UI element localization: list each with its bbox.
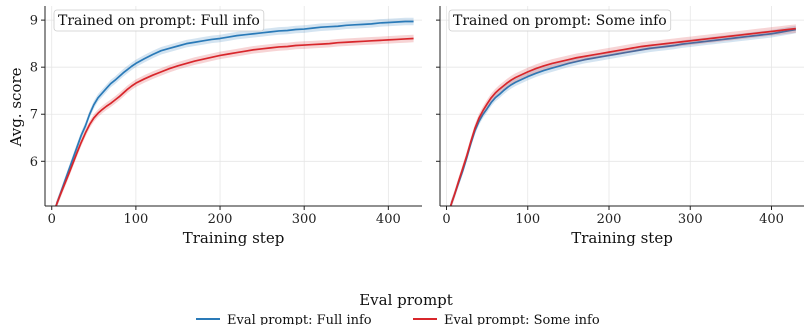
y-tick-label: 6 (30, 155, 38, 170)
series-band-full-info (55, 17, 414, 206)
legend-entry-some-info: Eval prompt: Some info (444, 313, 600, 325)
series-band-full-info (450, 25, 796, 206)
x-tick-label: 300 (292, 212, 317, 227)
panel-full-info: 0 100 200 300 400 6 7 8 9 Training step Trained on… (30, 6, 422, 247)
x-tick-label: 0 (48, 212, 56, 227)
x-tick-label: 400 (759, 212, 784, 227)
x-tick-label: 200 (208, 212, 233, 227)
series-band-some-info (55, 34, 414, 206)
x-tick-label: 400 (376, 212, 401, 227)
x-tick-label: 100 (123, 212, 148, 227)
legend-entry-full-info: Eval prompt: Full info (227, 313, 372, 325)
series-line-full-info (449, 28, 797, 206)
legend-title: Eval prompt (359, 291, 453, 309)
series-line-some-info (55, 37, 414, 206)
panel-some-info: 0 100 200 300 400 Training step Trained on pro… (436, 6, 804, 247)
panel-title-box (53, 9, 265, 32)
x-tick-label: 100 (515, 212, 540, 227)
legend: Eval prompt Eval prompt: Full info Eval … (196, 291, 600, 325)
panel-title: Trained on prompt: Some info (453, 13, 667, 29)
x-axis-label: Training step (183, 229, 285, 247)
panel-title: Trained on prompt: Full info (58, 13, 260, 29)
series-line-some-info (449, 27, 796, 206)
plot-area (55, 17, 414, 206)
x-tick-label: 300 (678, 212, 703, 227)
x-tick-label: 200 (597, 212, 622, 227)
x-tick-label: 0 (442, 212, 450, 227)
y-tick-label: 7 (30, 108, 38, 123)
plot-area (449, 24, 797, 206)
x-axis-label: Training step (571, 229, 673, 247)
y-tick-label: 8 (30, 61, 38, 76)
panel-title-box (448, 9, 672, 32)
y-tick-label: 9 (30, 14, 38, 29)
series-line-full-info (55, 20, 414, 206)
y-axis-label: Avg. score (7, 67, 25, 147)
series-band-some-info (450, 24, 796, 206)
